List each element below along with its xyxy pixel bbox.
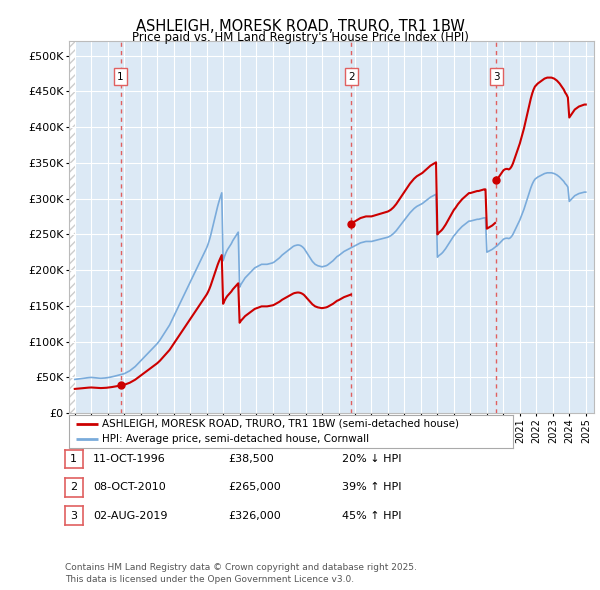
Text: 1: 1: [70, 454, 77, 464]
Text: 1: 1: [117, 71, 124, 81]
Text: 11-OCT-1996: 11-OCT-1996: [93, 454, 166, 464]
Text: 2: 2: [348, 71, 355, 81]
Text: HPI: Average price, semi-detached house, Cornwall: HPI: Average price, semi-detached house,…: [102, 434, 370, 444]
Text: Contains HM Land Registry data © Crown copyright and database right 2025.
This d: Contains HM Land Registry data © Crown c…: [65, 563, 416, 584]
Text: 3: 3: [493, 71, 500, 81]
Text: 39% ↑ HPI: 39% ↑ HPI: [342, 483, 401, 492]
Text: 20% ↓ HPI: 20% ↓ HPI: [342, 454, 401, 464]
Text: 08-OCT-2010: 08-OCT-2010: [93, 483, 166, 492]
Text: ASHLEIGH, MORESK ROAD, TRURO, TR1 1BW (semi-detached house): ASHLEIGH, MORESK ROAD, TRURO, TR1 1BW (s…: [102, 419, 460, 429]
Text: Price paid vs. HM Land Registry's House Price Index (HPI): Price paid vs. HM Land Registry's House …: [131, 31, 469, 44]
Text: 45% ↑ HPI: 45% ↑ HPI: [342, 511, 401, 520]
Bar: [49, 41, 75, 413]
Text: £265,000: £265,000: [228, 483, 281, 492]
Text: 3: 3: [70, 511, 77, 520]
Text: 02-AUG-2019: 02-AUG-2019: [93, 511, 167, 520]
Text: £38,500: £38,500: [228, 454, 274, 464]
Text: 2: 2: [70, 483, 77, 492]
Text: £326,000: £326,000: [228, 511, 281, 520]
Text: ASHLEIGH, MORESK ROAD, TRURO, TR1 1BW: ASHLEIGH, MORESK ROAD, TRURO, TR1 1BW: [136, 19, 464, 34]
